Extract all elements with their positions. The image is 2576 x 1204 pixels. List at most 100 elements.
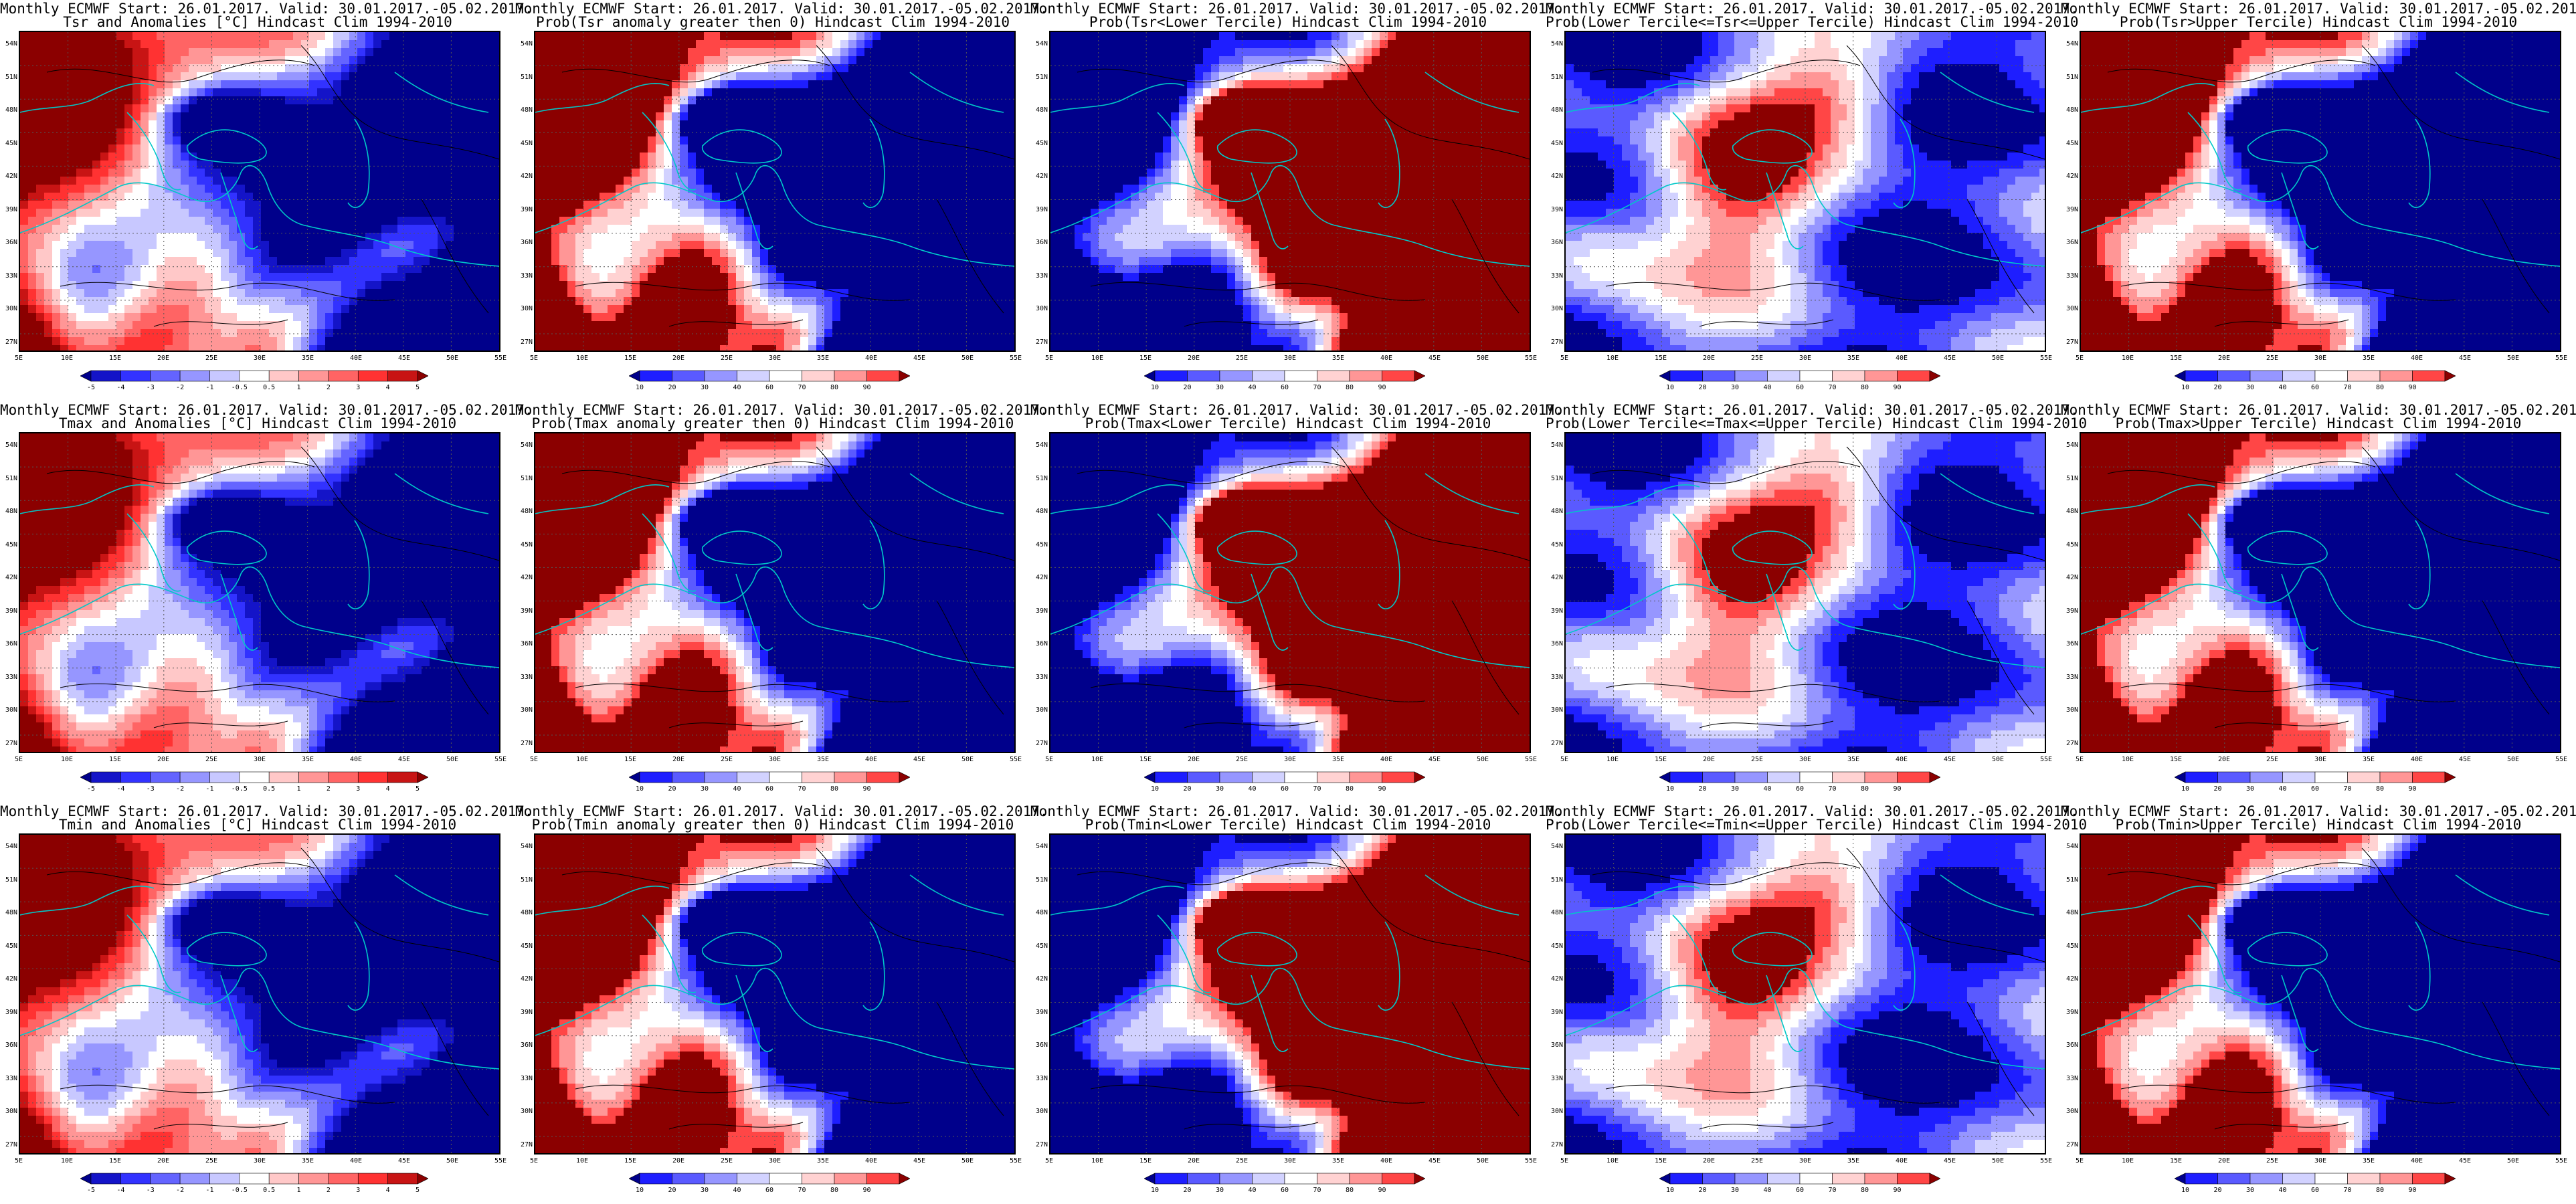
field-cell [261,40,270,49]
field-cell [728,345,737,350]
field-cell [840,329,849,338]
field-cell [357,161,366,169]
field-cell [680,201,688,209]
field-cell [559,321,568,330]
field-cell [205,112,213,121]
field-cell [317,337,326,346]
field-cell [309,217,318,225]
field-cell [921,305,929,314]
field-cell [36,337,45,346]
field-cell [1001,104,1010,113]
field-cell [462,136,470,145]
field-cell [784,72,793,81]
field-cell [784,64,793,73]
field-cell [889,329,897,338]
field-cell [20,345,29,350]
field-cell [905,313,913,322]
field-cell [872,257,881,266]
field-cell [632,337,640,346]
field-cell [221,225,229,233]
field-cell [470,104,478,113]
field-cell [413,177,422,185]
field-cell [600,249,608,258]
field-cell [116,345,125,350]
field-cell [712,48,721,57]
field-cell [365,96,374,105]
field-cell [632,48,640,57]
field-cell [454,177,462,185]
field-cell [454,193,462,201]
field-cell [309,32,318,41]
colorbar-box [866,370,900,382]
field-cell [44,241,53,249]
field-cell [792,345,801,350]
field-cell [20,80,29,89]
field-cell [808,313,817,322]
field-cell [36,96,45,105]
lat-tick-label: 30N [517,305,533,312]
field-cell [277,209,286,217]
field-cell [92,112,101,121]
colorbar-tick-label: 40 [727,384,747,391]
field-cell [397,289,406,298]
field-cell [165,345,173,350]
field-cell [269,64,278,73]
field-cell [913,313,921,322]
field-cell [438,193,446,201]
field-cell [381,144,390,153]
field-cell [333,265,342,274]
field-cell [760,104,769,113]
field-cell [913,169,921,177]
field-cell [921,289,929,298]
field-cell [100,289,109,298]
field-cell [792,281,801,290]
field-cell [648,136,656,145]
field-cell [261,88,270,97]
field-cell [470,153,478,161]
field-cell [68,241,77,249]
field-cell [648,337,656,346]
field-cell [389,289,398,298]
field-cell [285,241,294,249]
field-cell [1251,32,1260,41]
field-cell [373,289,382,298]
field-cell [269,169,278,177]
field-cell [808,249,817,258]
field-cell [929,185,937,193]
field-cell [269,265,278,274]
field-cell [696,313,705,322]
field-cell [76,337,85,346]
field-cell [688,337,697,346]
field-cell [567,185,576,193]
field-cell [92,32,101,41]
field-cell [840,321,849,330]
field-cell [462,32,470,41]
field-cell [977,249,986,258]
field-cell [535,193,544,201]
colorbar-tick-label: -5 [81,384,101,391]
field-cell [720,185,729,193]
field-cell [616,40,624,49]
field-cell [656,329,664,338]
field-cell [181,185,189,193]
field-cell [945,345,953,350]
field-cell [889,321,897,330]
field-cell [616,281,624,290]
field-cell [341,136,350,145]
field-cell [341,96,350,105]
field-cell [816,273,825,282]
field-cell [945,241,953,249]
field-cell [454,169,462,177]
field-cell [985,241,994,249]
field-cell [478,345,486,350]
field-cell [728,321,737,330]
field-cell [864,48,873,57]
field-cell [656,112,664,121]
field-cell [543,337,552,346]
field-cell [712,313,721,322]
field-cell [28,112,37,121]
field-cell [559,153,568,161]
field-cell [44,144,53,153]
field-cell [68,72,77,81]
field-cell [889,265,897,274]
